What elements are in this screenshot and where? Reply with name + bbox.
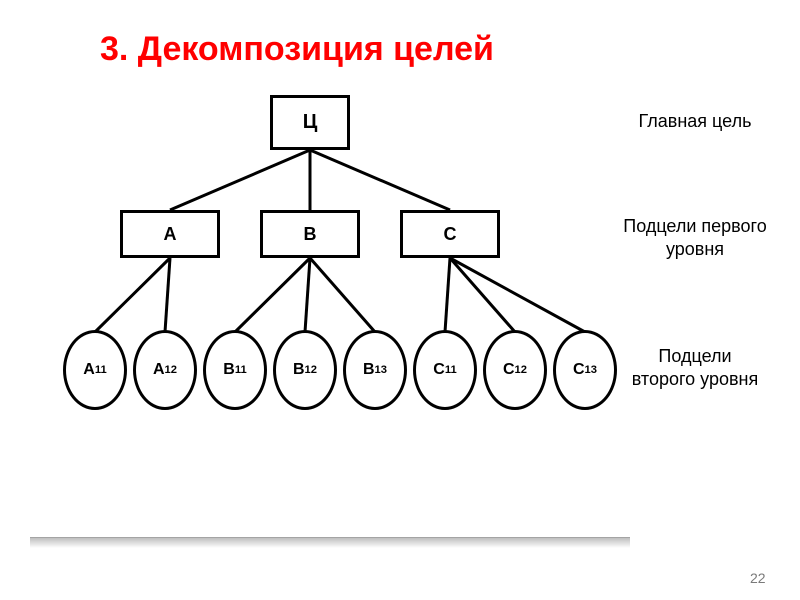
node-B13: B13 [343, 330, 407, 410]
footer-divider [30, 537, 630, 548]
node-A: A [120, 210, 220, 258]
node-B11: B11 [203, 330, 267, 410]
node-C12: C12 [483, 330, 547, 410]
node-A12: A12 [133, 330, 197, 410]
node-C: C [400, 210, 500, 258]
page-title: 3. Декомпозиция целей [100, 30, 494, 69]
side-label-1: Подцели первогоуровня [600, 215, 790, 260]
tree-edges [0, 0, 800, 600]
page-number: 22 [750, 570, 766, 586]
node-B12: B12 [273, 330, 337, 410]
side-label-2: Подцеливторого уровня [600, 345, 790, 390]
side-label-0: Главная цель [610, 110, 780, 133]
node-C11: C11 [413, 330, 477, 410]
node-root: Ц [270, 95, 350, 150]
node-B: B [260, 210, 360, 258]
node-A11: A11 [63, 330, 127, 410]
